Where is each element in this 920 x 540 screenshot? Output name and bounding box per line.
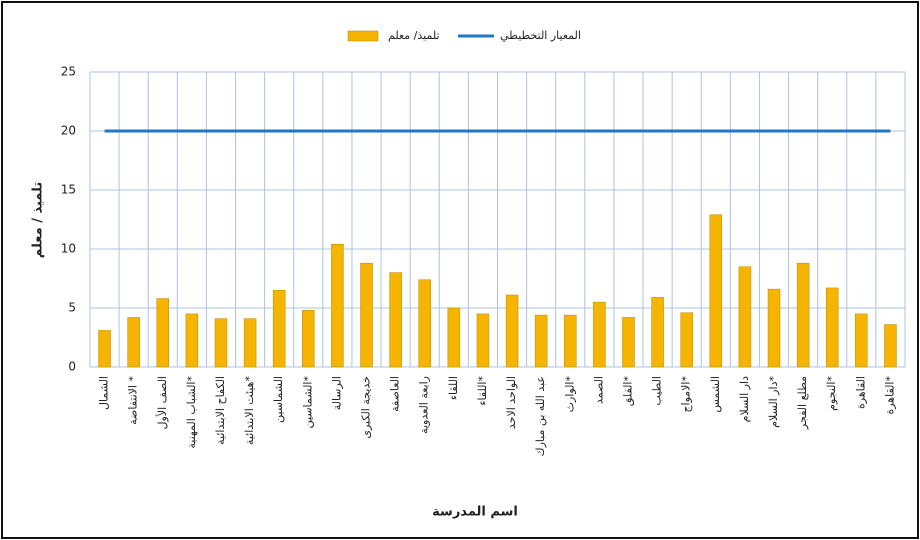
x-tick-label: الشماسين* bbox=[301, 376, 314, 429]
x-tick-label: الكفاح الابتدائية bbox=[214, 376, 227, 445]
bar bbox=[622, 317, 635, 368]
x-tick-label: اللقاء* bbox=[476, 375, 489, 405]
bar bbox=[738, 266, 752, 368]
x-tick-label: الوارث* bbox=[563, 376, 576, 413]
x-tick-label: اللقاء bbox=[447, 376, 460, 400]
x-tick-label: الصف الأول bbox=[155, 376, 169, 429]
bar bbox=[884, 324, 897, 368]
bar bbox=[534, 314, 548, 368]
bar bbox=[272, 290, 286, 368]
x-tick-label: الرسالة bbox=[330, 376, 343, 410]
x-tick-label: الشمس bbox=[709, 376, 722, 413]
x-tick-label: دار السلام bbox=[738, 376, 751, 422]
bar bbox=[302, 310, 315, 368]
bar bbox=[767, 288, 781, 368]
bar bbox=[855, 313, 868, 368]
bar bbox=[243, 318, 257, 368]
x-tick-label: رابعة العدوية bbox=[418, 376, 431, 434]
bar bbox=[418, 279, 431, 368]
x-tick-label: القاهرة bbox=[854, 376, 867, 409]
bar bbox=[447, 307, 461, 368]
x-tick-label: الصمد bbox=[592, 376, 605, 404]
x-tick-label: القاهرة* bbox=[883, 376, 896, 415]
x-tick-label: دار السلام* bbox=[767, 376, 780, 428]
bar bbox=[505, 294, 519, 368]
bar bbox=[127, 317, 140, 368]
x-tick-label: الانتفاضة * bbox=[127, 376, 140, 425]
x-tick-label: الطيب bbox=[651, 376, 664, 406]
legend-label: تلميذ/ معلم bbox=[388, 29, 440, 42]
x-tick-label: العاصفة bbox=[389, 376, 402, 412]
y-tick-label: 20 bbox=[61, 124, 76, 138]
bar bbox=[651, 297, 664, 368]
x-tick-label: عبد الله بن مبارك bbox=[534, 376, 547, 456]
x-tick-label: الشمال bbox=[98, 376, 111, 410]
bar bbox=[156, 298, 170, 368]
x-tick-label: خديجة الكبرى bbox=[360, 376, 373, 439]
x-tick-label: مطلع الفجر bbox=[796, 376, 809, 430]
bar bbox=[709, 214, 723, 368]
bar bbox=[98, 330, 111, 368]
x-tick-label: الامواج* bbox=[680, 376, 693, 413]
x-tick-label: الشماسين bbox=[272, 376, 285, 423]
y-tick-label: 10 bbox=[61, 242, 76, 256]
x-tick-label: الفلق* bbox=[621, 376, 635, 407]
legend-label: المعيار التخطيطي bbox=[500, 29, 581, 42]
bar bbox=[564, 314, 577, 368]
bar bbox=[389, 272, 402, 368]
bar bbox=[360, 262, 373, 368]
legend-swatch bbox=[347, 30, 379, 42]
bar bbox=[185, 313, 199, 368]
y-tick-label: 25 bbox=[61, 65, 76, 79]
x-tick-label: هيئت الابتدائية* bbox=[243, 376, 256, 446]
y-tick-label: 5 bbox=[68, 301, 76, 315]
bar bbox=[680, 312, 693, 368]
x-axis-title: اسم المدرسة bbox=[432, 505, 518, 520]
x-tick-label: النجوم* bbox=[825, 376, 838, 411]
bar bbox=[825, 287, 839, 368]
y-axis-title: تلميذ / معلم bbox=[31, 182, 46, 258]
bar bbox=[593, 301, 606, 368]
bar bbox=[796, 262, 810, 368]
bar bbox=[214, 318, 228, 368]
y-tick-label: 0 bbox=[68, 360, 76, 374]
x-tick-label: الشباب المهنية* bbox=[185, 376, 198, 449]
x-tick-label: الواحد الاحد bbox=[505, 376, 518, 429]
bar bbox=[476, 313, 490, 368]
y-tick-label: 15 bbox=[61, 183, 76, 197]
bar bbox=[331, 244, 344, 368]
